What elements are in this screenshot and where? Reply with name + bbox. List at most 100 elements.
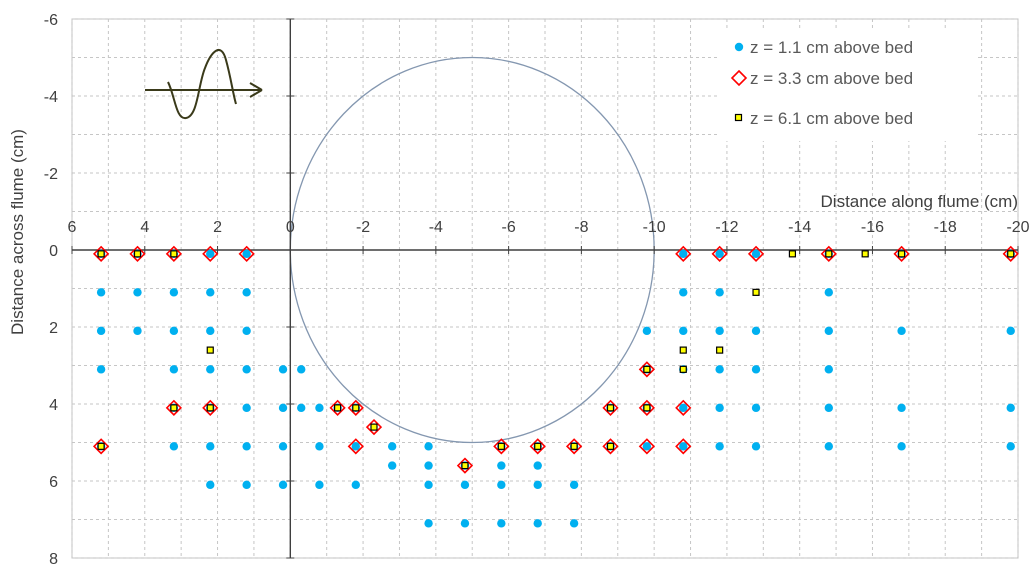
data-point-circle [206,326,215,336]
data-point-circle [460,480,470,490]
data-point-diamond [165,399,183,416]
data-point-circle [751,249,761,259]
data-point-circle [387,461,397,470]
data-point-diamond [602,399,619,416]
legend-marker-z-1-1 [734,42,744,52]
data-point-square [1007,250,1015,258]
data-point-circle [351,480,360,490]
data-point-circle [751,403,761,413]
data-point-diamond [638,438,656,455]
data-point-circle [497,480,506,490]
data-point-circle [679,326,688,336]
data-point-diamond [711,245,728,262]
data-point-square [133,250,142,258]
data-point-square [170,250,178,258]
legend-background [718,28,976,141]
data-point-square [679,365,687,373]
y-tick-label: 4 [49,397,58,414]
data-point-diamond [456,457,474,474]
flow-direction-icon [145,48,263,119]
data-point-circle [242,326,251,336]
data-point-circle [278,403,288,413]
data-point-diamond [493,438,510,455]
y-tick-label: 2 [49,320,58,337]
data-point-circle [169,326,179,336]
data-point-circle [297,365,306,374]
legend-marker-z-3-3 [730,69,748,87]
data-point-circle [1006,326,1015,336]
data-point-circle [96,365,106,374]
data-point-circle [679,403,688,413]
data-point-diamond [329,399,346,416]
data-point-diamond [820,245,837,262]
data-point-square [679,346,687,354]
data-point-circle [1006,403,1015,413]
data-point-circle [715,403,724,413]
data-point-circle [242,403,251,413]
data-point-circle [533,519,542,528]
data-point-circle [642,442,652,451]
data-point-circle [679,249,688,259]
data-point-diamond [238,245,255,262]
x-tick-label: -2 [356,219,370,236]
data-point-circle [533,461,542,470]
data-point-circle [497,461,506,470]
data-point-circle [424,442,433,451]
data-point-circle [169,365,179,374]
data-point-diamond [675,399,692,416]
data-point-square [752,288,760,296]
data-point-circle [206,442,215,451]
data-point-circle [824,403,833,413]
data-point-diamond [92,245,110,262]
data-point-circle [297,403,306,413]
data-point-circle [206,365,215,374]
data-point-circle [679,288,688,297]
data-point-circle [133,326,142,336]
data-point-square [497,442,505,450]
data-point-circle [824,442,833,451]
data-point-square [643,365,651,373]
data-point-circle [679,442,688,451]
data-point-diamond [129,245,146,262]
data-point-circle [715,365,724,374]
data-point-circle [715,288,724,297]
x-tick-label: 6 [68,219,77,236]
data-point-circle [96,326,106,336]
data-point-circle [351,442,360,451]
x-tick-label: -20 [1006,219,1029,236]
x-tick-label: -10 [643,219,666,236]
legend-label-z-6-1: z = 6.1 cm above bed [750,109,913,128]
data-point-circle [1006,442,1015,451]
data-point-circle [715,249,724,259]
data-point-square [606,442,615,450]
data-point-circle [497,519,506,528]
data-point-diamond [893,245,910,262]
data-point-circle [424,480,433,490]
legend-label-z-3-3: z = 3.3 cm above bed [750,69,913,88]
y-tick-label: -4 [44,89,58,106]
data-point-circle [278,365,288,374]
data-point-diamond [565,438,583,455]
data-point-circle [897,442,906,451]
data-point-square [825,250,833,258]
data-point-diamond [202,245,219,262]
data-point-circle [315,442,324,451]
y-tick-label: 8 [49,551,58,568]
x-tick-label: 0 [286,219,295,236]
x-tick-label: -6 [501,219,515,236]
data-point-circle [715,442,724,451]
data-point-circle [897,403,906,413]
y-tick-label: 0 [49,243,58,260]
data-point-circle [533,480,542,490]
data-point-circle [460,519,470,528]
series-diamond [92,245,1019,474]
data-point-circle [424,461,433,470]
data-point-diamond [347,399,364,416]
data-point-diamond [347,438,364,455]
data-point-circle [133,288,142,297]
data-point-square [370,423,378,431]
data-point-square [606,404,615,412]
y-tick-label: 6 [49,474,58,491]
data-point-circle [315,480,324,490]
